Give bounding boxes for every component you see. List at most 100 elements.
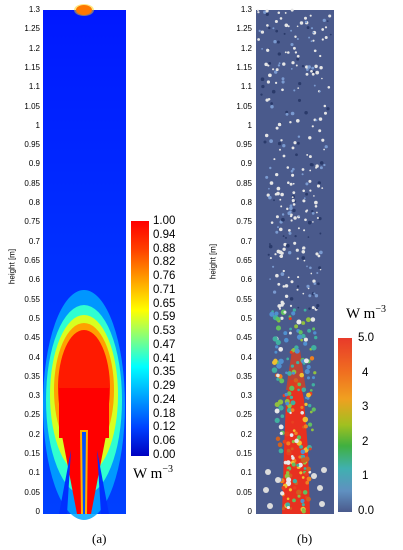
particle-dot [270, 221, 274, 224]
ytick-label: 0.55 [24, 294, 40, 304]
particle-dot [279, 431, 283, 435]
ytick-label: 1 [247, 120, 252, 130]
particle-dot [317, 254, 321, 258]
particle-dot [268, 62, 272, 65]
particle-dot [274, 401, 280, 408]
particle-dot [257, 9, 259, 12]
particle-dot [309, 266, 312, 270]
particle-dot [286, 506, 290, 510]
particle-dot [267, 64, 270, 67]
particle-dot [296, 288, 299, 291]
colorbar-tick-label: 5.0 [358, 332, 374, 344]
particle-dot [268, 187, 270, 190]
particle-dot [290, 408, 295, 412]
particle-dot [282, 62, 286, 66]
particle-dot [313, 195, 315, 197]
particle-dot [310, 317, 316, 322]
particle-dot [291, 146, 295, 150]
particle-dot [312, 327, 316, 331]
ytick-label: 0.6 [240, 275, 252, 285]
particle-dot [280, 192, 284, 197]
particle-dot [312, 221, 314, 223]
particle-dot [291, 167, 295, 171]
particle-dot [319, 90, 321, 93]
particle-dot [269, 278, 271, 280]
particle-dot [299, 445, 303, 449]
particle-dot [275, 345, 279, 349]
particle-dot [303, 424, 308, 429]
particle-dot [257, 38, 260, 41]
particle-dot [273, 40, 277, 44]
particle-dot [300, 338, 304, 342]
particle-dot [297, 227, 300, 230]
particle-dot [301, 168, 305, 171]
particle-dot [328, 14, 332, 18]
particle-dot [306, 265, 308, 268]
particle-dot [301, 173, 304, 176]
particle-dot [276, 40, 280, 44]
particle-dot [281, 88, 284, 92]
particle-dot [310, 40, 313, 43]
panel-b-ylabel: height [m] [208, 243, 218, 280]
particle-dot [293, 216, 297, 220]
particle-dot [293, 378, 299, 383]
particle-dot [285, 471, 290, 475]
bubble-dot [263, 487, 269, 493]
particle-dot [291, 440, 295, 444]
particle-dot [271, 367, 278, 373]
particle-dot [310, 69, 313, 73]
particle-dot [286, 441, 291, 446]
ytick-label: 0.15 [24, 449, 40, 459]
particle-dot [300, 498, 305, 503]
particle-dot [305, 65, 309, 69]
particle-dot [269, 311, 275, 317]
particle-dot [292, 182, 295, 185]
particle-dot [306, 466, 311, 472]
particle-dot [289, 206, 293, 210]
particle-dot [277, 282, 281, 286]
particle-dot [274, 350, 278, 354]
particle-dot [313, 84, 316, 87]
particle-dot [292, 203, 296, 206]
particle-dot [323, 148, 325, 151]
particle-dot [318, 266, 322, 270]
particle-dot [289, 433, 294, 437]
particle-dot [298, 215, 300, 217]
particle-dot [290, 68, 293, 70]
particle-dot [289, 385, 295, 391]
particle-dot [282, 285, 286, 288]
particle-dot [275, 273, 279, 278]
particle-dot [275, 325, 282, 331]
particle-dot [305, 72, 309, 76]
particle-dot [275, 215, 279, 219]
particle-dot [276, 373, 280, 378]
particle-dot [307, 65, 311, 69]
ytick-label: 1.2 [28, 43, 40, 53]
particle-dot [277, 141, 282, 146]
particle-dot [304, 218, 307, 222]
particle-dot [273, 158, 276, 161]
particle-dot [279, 227, 283, 232]
particle-dot [286, 166, 290, 169]
particle-dot [305, 480, 309, 485]
particle-dot [291, 456, 295, 460]
particle-dot [292, 46, 296, 50]
particle-dot [293, 486, 297, 490]
particle-dot [290, 111, 295, 116]
colorbar-tick-label: 2 [362, 435, 369, 448]
particle-dot [314, 200, 318, 205]
particle-dot [297, 276, 300, 279]
ytick-label: 0.2 [28, 429, 40, 439]
particle-dot [289, 507, 293, 510]
particle-dot [288, 331, 292, 335]
particle-dot [277, 11, 281, 15]
particle-dot [273, 358, 278, 364]
particle-dot [284, 23, 289, 28]
ytick-label: 0.1 [240, 468, 252, 478]
particle-dot [268, 244, 273, 249]
ytick-label: 0.5 [240, 313, 252, 323]
ytick-label: 1.3 [240, 5, 252, 14]
particle-dot [312, 39, 315, 42]
particle-dot [301, 250, 306, 254]
particle-dot [261, 84, 265, 89]
